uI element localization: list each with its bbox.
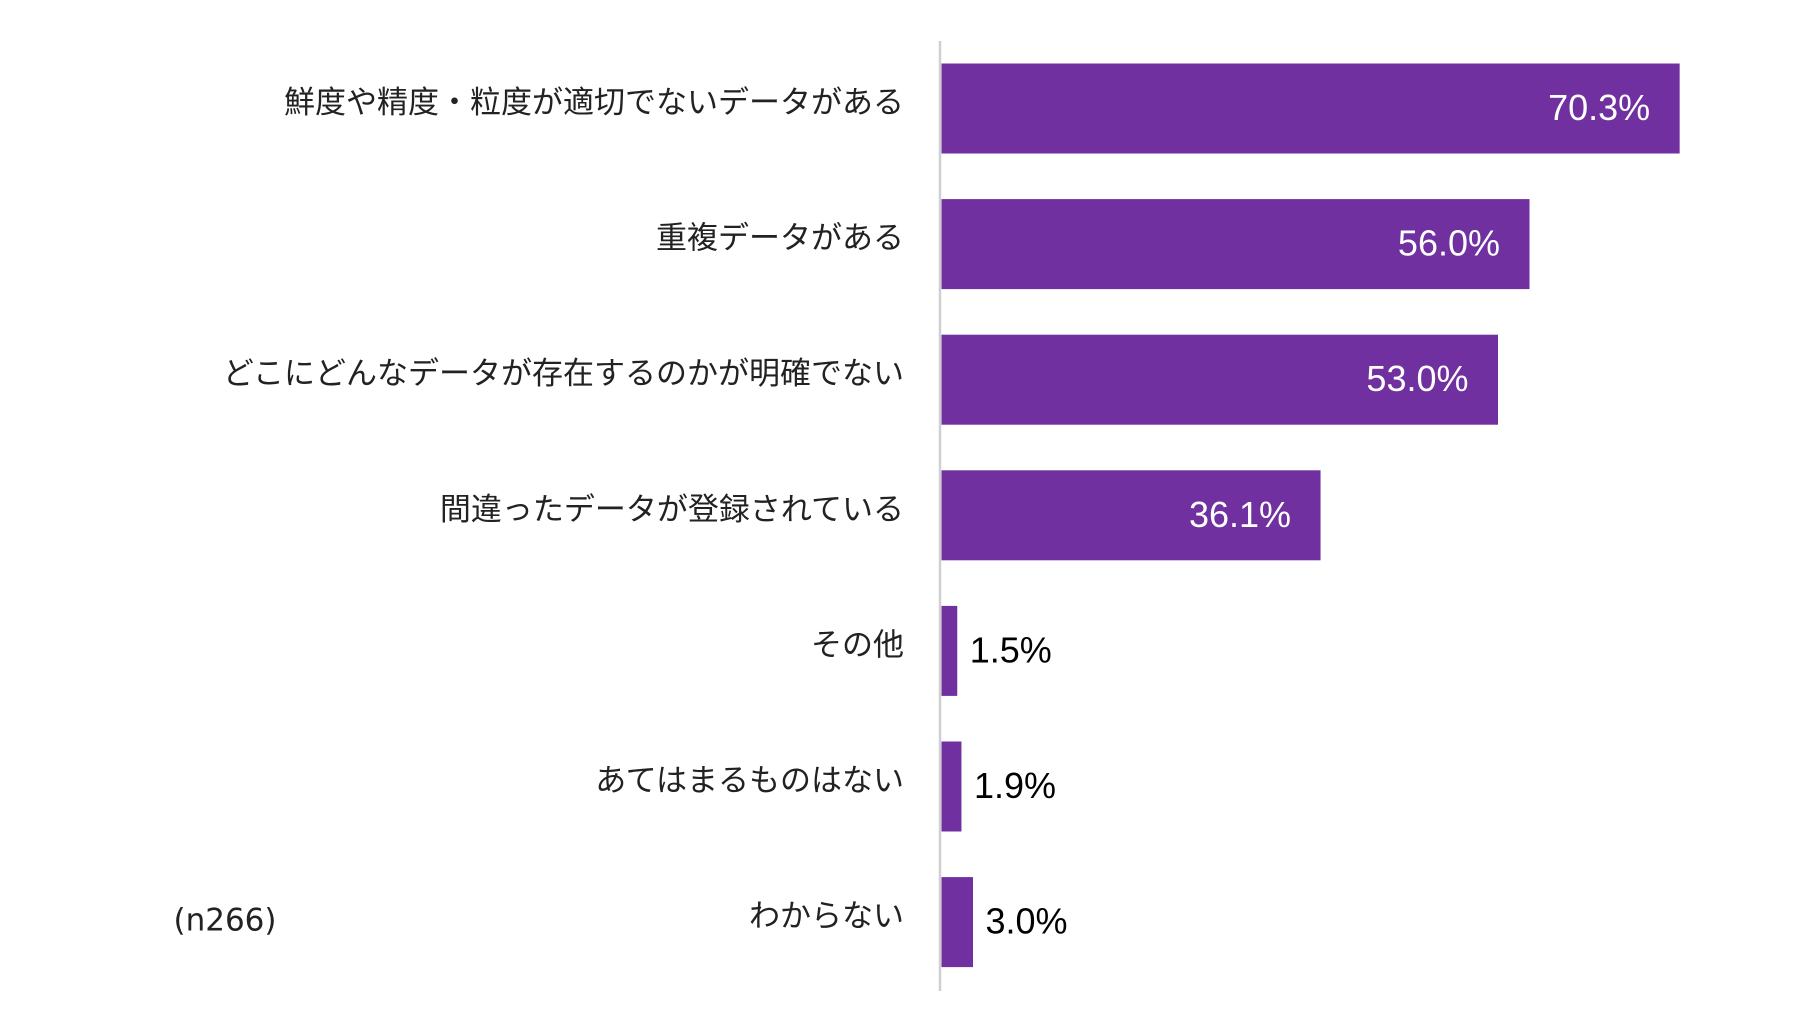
value-label: 1.5% — [970, 629, 1052, 670]
value-label: 36.1% — [1189, 494, 1291, 535]
category-label: 鮮度や精度・粒度が適切でないデータがある — [284, 85, 904, 121]
bar — [941, 334, 1498, 425]
value-label: 1.9% — [974, 765, 1056, 806]
value-label: 56.0% — [1398, 223, 1500, 264]
bar — [941, 199, 1530, 290]
sample-note: (n266) — [173, 903, 276, 939]
category-label: どこにどんなデータが存在するのかが明確でない — [223, 356, 904, 392]
value-label: 70.3% — [1548, 87, 1650, 128]
category-label: 重複データがある — [656, 221, 904, 257]
category-label: 間違ったデータが登録されている — [440, 492, 904, 528]
category-label: わからない — [749, 899, 904, 935]
bar — [941, 877, 973, 968]
bar — [941, 63, 1680, 154]
category-label: その他 — [811, 627, 904, 663]
bar — [941, 605, 958, 696]
category-label: あてはまるものはない — [595, 763, 904, 799]
bar — [941, 741, 962, 832]
bar — [941, 470, 1321, 561]
value-label: 3.0% — [986, 901, 1068, 942]
value-label: 53.0% — [1366, 358, 1468, 399]
